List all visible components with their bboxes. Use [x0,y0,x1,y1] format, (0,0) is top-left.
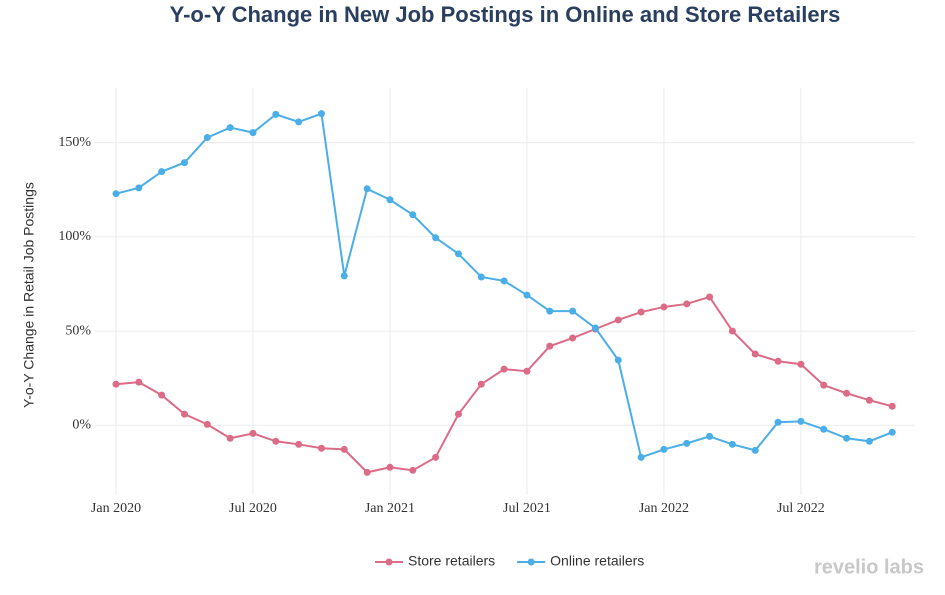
data-point [637,453,645,461]
data-point [706,432,714,440]
data-point [797,417,805,425]
data-point [477,380,485,388]
y-axis-label: Y-o-Y Change in Retail Job Postings [21,182,37,408]
data-point [158,168,166,176]
data-point [660,445,668,453]
x-tick-label: Jul 2022 [777,501,825,516]
data-point [546,342,554,350]
data-point [614,316,622,324]
legend-item: Online retailers [517,553,644,569]
data-point [432,453,440,461]
data-point [295,118,303,126]
data-point [660,303,668,311]
data-point [865,437,873,445]
data-point [317,444,325,452]
data-point [135,184,143,192]
data-point [386,463,394,471]
data-point [203,420,211,428]
x-tick-label: Jan 2020 [91,501,141,516]
data-point [569,307,577,315]
legend-label: Store retailers [408,553,495,569]
data-point [569,334,577,342]
data-point [523,291,531,299]
watermark: revelio labs [814,556,924,578]
data-point [295,440,303,448]
data-point [317,110,325,118]
data-point [820,381,828,389]
data-point [728,327,736,335]
data-point [454,250,462,258]
data-point [272,110,280,118]
data-point [226,124,234,132]
data-point [820,425,828,433]
data-point [683,300,691,308]
data-point [454,410,462,418]
x-tick-label: Jan 2022 [639,501,689,516]
data-point [112,380,120,388]
data-point [158,391,166,399]
data-point [340,445,348,453]
data-point [203,134,211,142]
data-point [180,410,188,418]
chart-title: Y-o-Y Change in New Job Postings in Onli… [170,2,841,27]
data-point [363,185,371,193]
data-point [409,211,417,219]
legend-marker [527,558,535,566]
data-point [340,272,348,280]
data-point [409,466,417,474]
data-point [226,434,234,442]
y-tick-label: 0% [72,418,91,433]
data-point [477,273,485,281]
data-point [363,468,371,476]
data-point [865,396,873,404]
data-point [751,446,759,454]
data-point [888,402,896,410]
data-point [523,367,531,375]
data-point [843,389,851,397]
data-point [591,324,599,332]
data-point [135,378,143,386]
data-point [249,129,257,137]
data-point [546,307,554,315]
x-tick-label: Jul 2021 [503,501,551,516]
data-point [888,428,896,436]
data-point [180,159,188,167]
grid [95,88,915,495]
legend-marker [385,558,393,566]
y-tick-label: 100% [58,229,91,244]
data-point [797,360,805,368]
data-point [432,234,440,242]
data-point [751,350,759,358]
data-point [706,293,714,301]
data-point [637,308,645,316]
series-line [115,295,893,474]
data-point [774,357,782,365]
data-point [112,190,120,198]
data-point [683,439,691,447]
data-point [500,365,508,373]
data-point [774,418,782,426]
data-point [500,277,508,285]
data-point [386,196,394,204]
legend-label: Online retailers [550,553,644,569]
y-tick-label: 150% [58,135,91,150]
x-tick-label: Jan 2021 [365,501,415,516]
data-point [614,356,622,364]
data-point [249,429,257,437]
data-point [272,437,280,445]
y-tick-label: 50% [65,323,91,338]
data-point [728,440,736,448]
series-line [115,112,893,459]
x-tick-label: Jul 2020 [229,501,277,516]
legend-item: Store retailers [375,553,495,569]
data-point [843,434,851,442]
